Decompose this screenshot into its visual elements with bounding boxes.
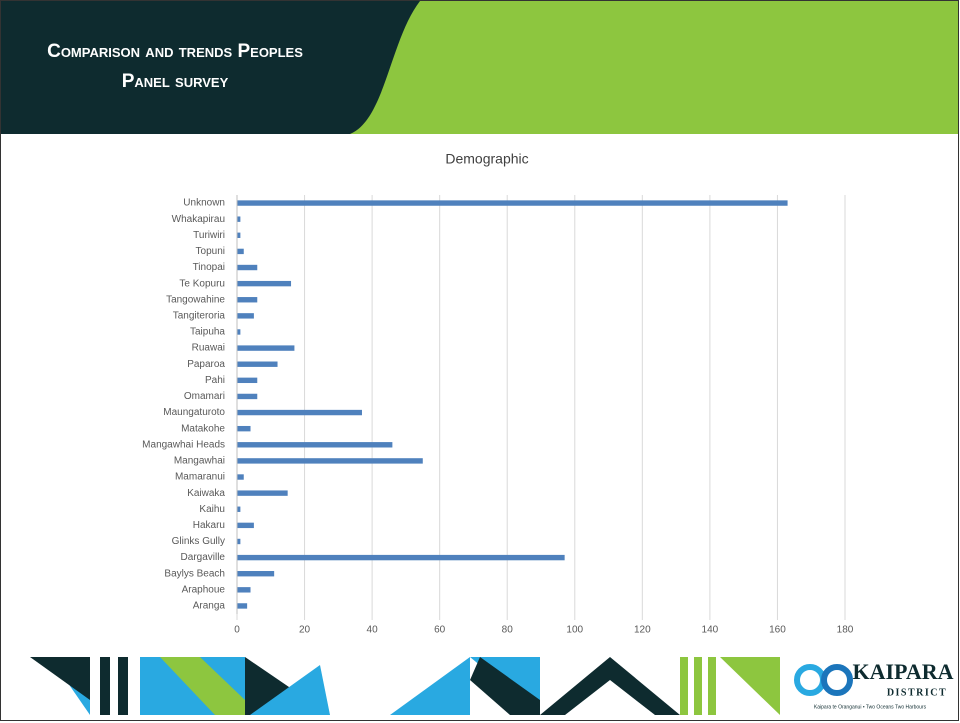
y-tick-label: Te Kopuru xyxy=(179,278,225,289)
y-tick-label: Glinks Gully xyxy=(172,536,225,547)
y-tick-label: Omamari xyxy=(184,391,225,402)
header-dark xyxy=(1,1,420,134)
y-tick-label: Turiwiri xyxy=(193,230,225,241)
y-tick-label: Tangowahine xyxy=(166,294,225,305)
bar xyxy=(237,313,254,318)
x-tick-label: 0 xyxy=(234,625,240,636)
logo-tagline: Kaipara te Oranganui • Two Oceans Two Ha… xyxy=(814,704,927,710)
logo-name: KAIPARA xyxy=(852,659,953,684)
y-tick-label: Hakaru xyxy=(193,520,225,531)
y-tick-label: Paparoa xyxy=(187,359,225,370)
logo-sub: DISTRICT xyxy=(887,687,947,698)
y-tick-label: Unknown xyxy=(183,198,225,209)
x-tick-label: 100 xyxy=(566,625,583,636)
x-tick-label: 80 xyxy=(502,625,514,636)
slide-title: Panel survey xyxy=(122,71,229,92)
bar xyxy=(237,378,257,383)
bar xyxy=(237,571,274,576)
y-tick-label: Tangiteroria xyxy=(173,311,226,322)
y-tick-label: Ruawai xyxy=(192,343,225,354)
bar xyxy=(237,474,244,479)
y-tick-label: Aranga xyxy=(193,601,226,612)
bar xyxy=(237,410,362,415)
bar xyxy=(237,281,291,286)
bar xyxy=(237,426,251,431)
y-tick-label: Baylys Beach xyxy=(164,568,225,579)
pattern-shape xyxy=(100,657,110,715)
bar xyxy=(237,233,240,238)
bar xyxy=(237,523,254,528)
bar xyxy=(237,362,278,367)
y-tick-label: Araphoue xyxy=(182,584,226,595)
bar xyxy=(237,345,294,350)
bar xyxy=(237,442,392,447)
pattern-shape xyxy=(708,657,716,715)
y-tick-label: Matakohe xyxy=(181,423,225,434)
x-tick-label: 160 xyxy=(769,625,786,636)
bar xyxy=(237,587,251,592)
bar xyxy=(237,249,244,254)
bar xyxy=(237,329,240,334)
x-tick-label: 40 xyxy=(367,625,379,636)
bar xyxy=(237,490,288,495)
y-tick-label: Topuni xyxy=(196,246,225,257)
y-tick-label: Whakapirau xyxy=(172,214,225,225)
bar xyxy=(237,265,257,270)
bar xyxy=(237,555,565,560)
y-tick-label: Kaiwaka xyxy=(187,488,225,499)
x-tick-label: 120 xyxy=(634,625,651,636)
y-tick-label: Taipuha xyxy=(190,327,225,338)
pattern-shape xyxy=(118,657,128,715)
y-tick-label: Pahi xyxy=(205,375,225,386)
x-tick-label: 60 xyxy=(434,625,446,636)
bar xyxy=(237,297,257,302)
y-tick-label: Dargaville xyxy=(181,552,226,563)
y-tick-label: Kaihu xyxy=(199,504,225,515)
bar xyxy=(237,539,240,544)
slide-title: Comparison and trends Peoples xyxy=(47,41,303,62)
y-tick-label: Mamaranui xyxy=(175,472,225,483)
bar xyxy=(237,200,788,205)
bar xyxy=(237,603,247,608)
bar xyxy=(237,394,257,399)
slide: Comparison and trends Peoples Panel surv… xyxy=(0,0,960,723)
pattern-shape xyxy=(680,657,688,715)
y-tick-label: Mangawhai Heads xyxy=(142,439,225,450)
chart-title: Demographic xyxy=(445,151,528,167)
x-tick-label: 20 xyxy=(299,625,311,636)
x-tick-label: 180 xyxy=(837,625,854,636)
bar xyxy=(237,458,423,463)
y-tick-label: Tinopai xyxy=(193,262,225,273)
x-tick-label: 140 xyxy=(702,625,719,636)
page: { "header": {"title_lines": ["Comparison… xyxy=(0,0,960,723)
pattern-shape xyxy=(694,657,702,715)
y-tick-label: Maungaturoto xyxy=(163,407,225,418)
y-tick-label: Mangawhai xyxy=(174,456,225,467)
bar xyxy=(237,216,240,221)
bar xyxy=(237,507,240,512)
